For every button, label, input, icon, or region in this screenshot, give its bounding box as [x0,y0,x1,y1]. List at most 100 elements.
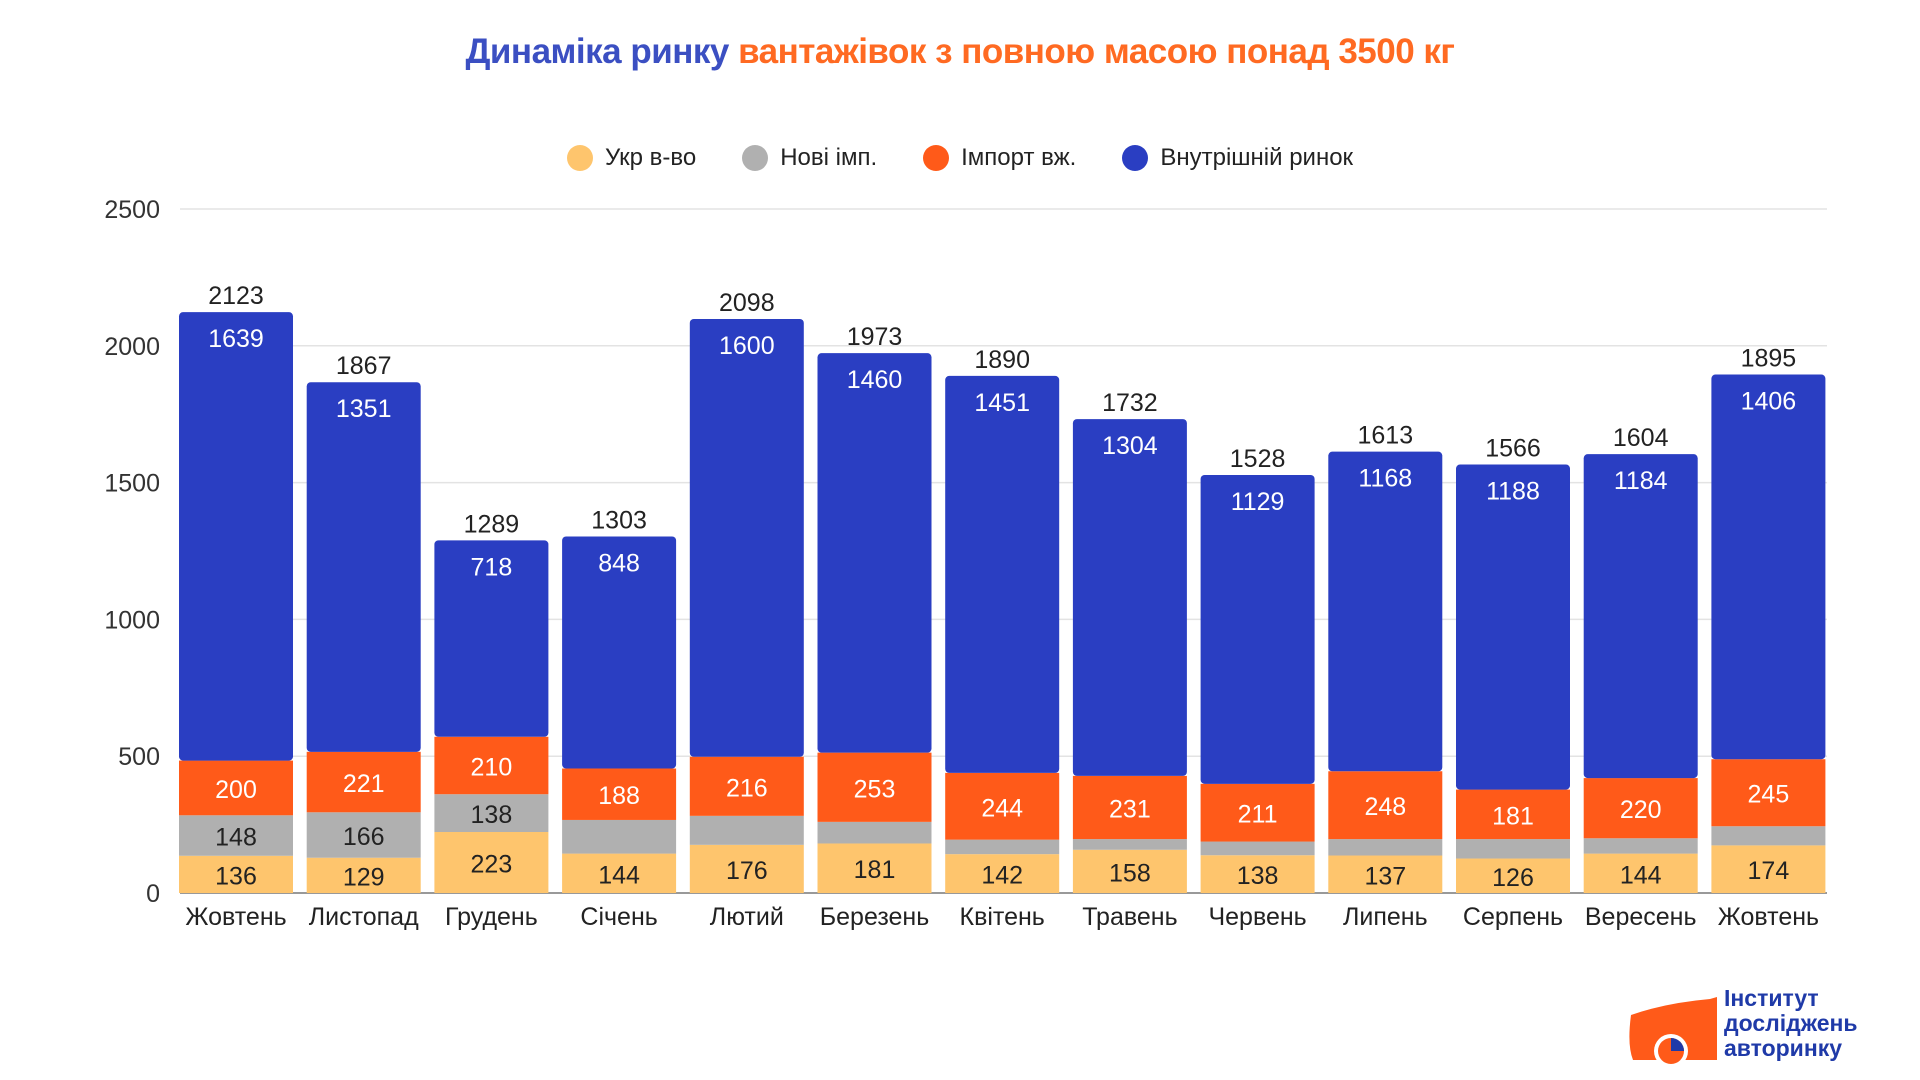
data-label: 138 [1237,862,1279,890]
title-part-blue: Динаміка ринку [465,32,729,71]
bar-segment [306,382,421,752]
bar-segment [306,857,421,893]
data-label: 1184 [1614,467,1668,495]
bar-segment [1583,838,1698,854]
bar-segment [1200,855,1315,893]
bar-segment [945,375,1060,773]
x-tick-label: Вересень [1585,903,1697,931]
data-label: 181 [1492,802,1534,830]
data-label: 220 [1620,796,1662,824]
x-tick-label: Липень [1343,903,1428,931]
data-label: 1304 [1102,432,1158,460]
data-label: 126 [1492,864,1534,892]
data-label: 221 [343,770,385,798]
y-tick-label: 0 [146,880,160,908]
bar-segment [1328,839,1443,856]
x-tick-label: Грудень [445,903,538,931]
title-part-orange: вантажівок з повною масою понад 3500 кг [738,32,1455,71]
bar-segment [306,812,421,858]
data-label: 174 [1748,857,1790,885]
bar-segment [179,760,293,816]
bar-segment [1200,783,1315,842]
logo-line: Інститут [1724,985,1819,1011]
bar-segment [1072,419,1187,776]
total-label: 1566 [1485,435,1541,463]
data-label: 129 [343,863,385,891]
data-label: 718 [471,553,513,581]
legend-label: Укр в-во [604,144,697,171]
data-label: 181 [854,856,896,884]
logo-line: авторинку [1724,1035,1843,1061]
total-label: 1303 [591,506,647,534]
bar-segment [817,843,932,893]
bar-segment [1456,464,1570,790]
bar-segment [1711,845,1826,893]
bar-segment [1072,775,1187,840]
data-label: 138 [471,801,513,829]
legend: Укр в-во Нові імп. Імпорт вж. Внутрішній… [0,144,1920,172]
logo-icon [1629,997,1717,1068]
logo-text: Інститут досліджень авторинку [1724,986,1858,1061]
bar-segment [1711,374,1826,760]
x-tick-label: Листопад [309,903,419,931]
y-tick-label: 500 [118,743,160,771]
bar-segment [1456,789,1570,840]
legend-label: Імпорт вж. [961,144,1077,171]
total-label: 2123 [208,282,264,310]
bar-segment [434,540,549,737]
total-label: 1289 [464,510,520,538]
data-label: 231 [1109,796,1151,824]
total-label: 1732 [1102,389,1158,417]
bar-segment [1200,474,1315,784]
data-label: 1451 [974,389,1030,417]
bar-segment [817,752,932,822]
x-tick-label: Лютий [710,903,784,931]
bar-segment [179,312,293,761]
data-label: 176 [726,857,768,885]
data-label: 158 [1109,859,1151,887]
x-tick-label: Жовтень [1718,903,1819,931]
bar-segment [1711,759,1826,827]
data-label: 223 [471,850,513,878]
bar-segment [945,854,1060,893]
total-label: 2098 [719,289,775,317]
x-tick-label: Червень [1208,903,1306,931]
bar-segment [1583,853,1698,893]
logo-line: досліджень [1724,1010,1858,1036]
x-tick-label: Квітень [960,903,1045,931]
bar-segment [1200,841,1315,856]
y-tick-label: 2500 [104,196,160,224]
bar-segment [434,831,549,893]
data-label: 1639 [208,325,264,353]
data-label: 210 [471,754,513,782]
x-tick-label: Березень [820,903,930,931]
bar-segment [562,536,677,769]
y-tick-label: 2000 [104,333,160,361]
bar-segment [1711,826,1826,846]
data-label: 1168 [1358,465,1412,493]
legend-label: Нові імп. [780,144,878,171]
bar-segment [945,839,1060,855]
legend-item-domestic: Внутрішній ринок [1122,144,1353,172]
data-label: 166 [343,823,385,851]
data-label: 244 [981,794,1023,822]
legend-item-ukr: Укр в-во [566,144,697,172]
data-label: 245 [1748,781,1790,809]
chart-title: Динаміка ринку вантажівок з повною масою… [0,32,1920,72]
bar-segment [562,819,677,854]
x-tick-label: Травень [1082,903,1177,931]
data-label: 211 [1238,801,1278,829]
bar-segment [179,855,293,893]
bar-segment [1456,858,1570,893]
y-tick-label: 1000 [104,606,160,634]
data-label: 1188 [1486,478,1540,506]
bar-segment [434,736,549,795]
y-tick-label: 1500 [104,470,160,498]
data-label: 200 [215,776,257,804]
legend-item-new-import: Нові імп. [742,144,877,172]
bar-segment [689,318,804,757]
data-label: 144 [598,861,640,889]
data-label: 216 [726,774,768,802]
x-tick-label: Жовтень [185,903,286,931]
